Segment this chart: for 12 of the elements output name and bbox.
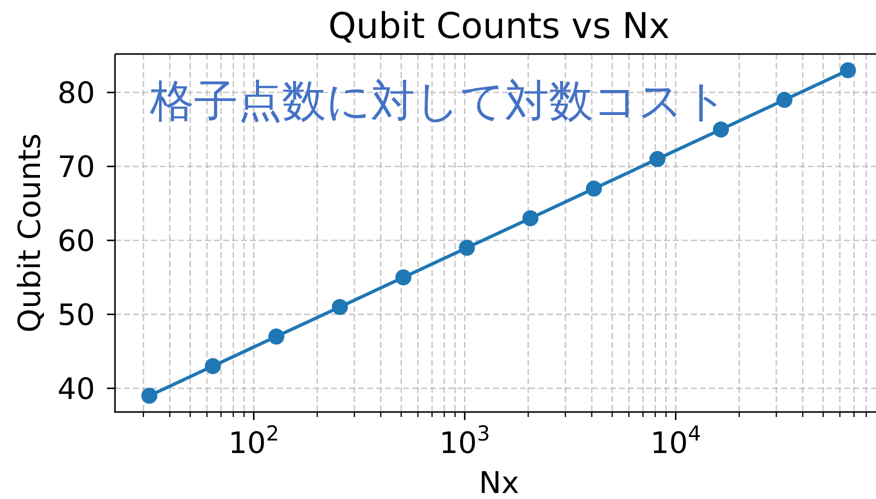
ytick: 70 — [57, 150, 95, 184]
xtick: 10$^{2}$ — [228, 422, 280, 460]
title: Qubit Counts vs Nx — [328, 6, 670, 47]
ylabel: Qubit Counts — [13, 133, 48, 333]
xlabel: Nx — [478, 466, 520, 499]
annotation: 格子点数に対して対数コスト — [150, 76, 728, 127]
ytick: 80 — [57, 76, 95, 110]
ytick: 50 — [57, 298, 95, 332]
xtick: 10$^{3}$ — [439, 422, 490, 460]
xtick: 10$^{4}$ — [650, 422, 702, 460]
ytick: 60 — [57, 224, 95, 258]
ytick: 40 — [57, 372, 95, 406]
